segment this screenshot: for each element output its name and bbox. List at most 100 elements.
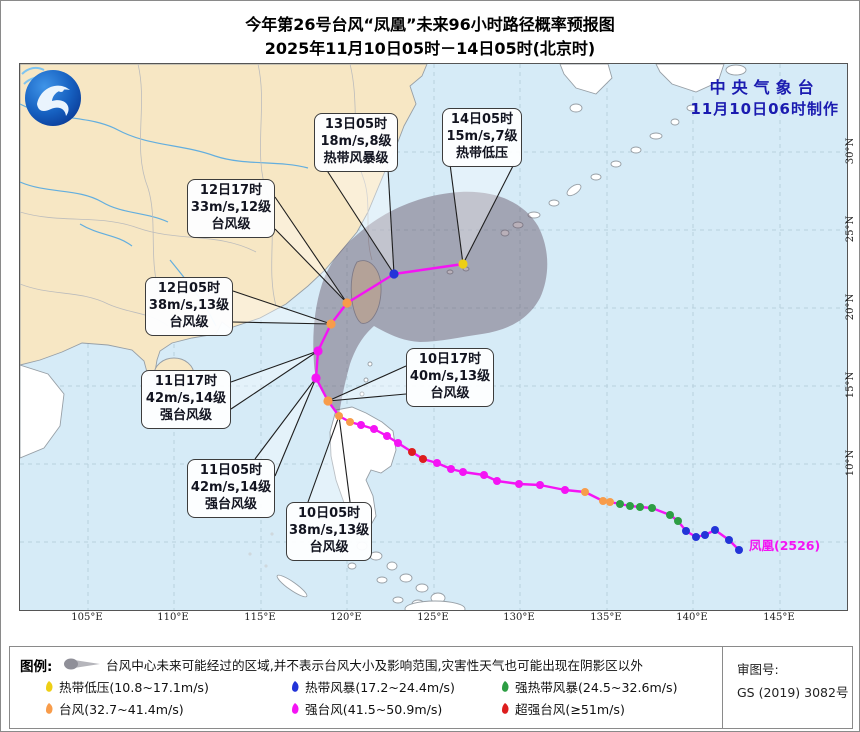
legend-item: 强台风(41.5~50.9m/s) bbox=[290, 699, 442, 718]
track-point bbox=[493, 477, 501, 485]
jeju bbox=[569, 103, 583, 113]
track-point bbox=[459, 468, 467, 476]
track-point bbox=[725, 536, 733, 544]
legend-box: 图例: 台风中心未来可能经过的区域,并不表示台风大小及影响范围,灾害性天气也可能… bbox=[9, 646, 853, 729]
license-label: 审图号: bbox=[737, 662, 779, 677]
typhoon-symbol-icon bbox=[46, 703, 53, 714]
lon-axis-label: 135°E bbox=[590, 612, 622, 623]
callout-pointers bbox=[230, 163, 515, 503]
track-point bbox=[433, 459, 441, 467]
legend-title: 图例: bbox=[20, 659, 53, 675]
track-point bbox=[335, 412, 343, 420]
track-point bbox=[606, 498, 614, 506]
forecast-point bbox=[458, 259, 468, 269]
ryukyu-islands bbox=[359, 104, 698, 397]
lon-axis-label: 105°E bbox=[71, 612, 103, 623]
legend-item: 超强台风(≥51m/s) bbox=[500, 699, 625, 718]
lat-axis-label: 25°N bbox=[845, 215, 856, 243]
track-point bbox=[357, 421, 365, 429]
forecast-callout: 11日17时 42m/s,14级 强台风级 bbox=[141, 370, 231, 429]
track-point bbox=[419, 455, 427, 463]
track-point bbox=[408, 448, 416, 456]
track-point bbox=[666, 511, 674, 519]
track-point bbox=[711, 526, 719, 534]
lon-axis-label: 130°E bbox=[503, 612, 535, 623]
forecast-point bbox=[342, 298, 352, 308]
forecast-point bbox=[323, 396, 333, 406]
track-point bbox=[735, 546, 743, 554]
legend-item-label: 强热带风暴(24.5~32.6m/s) bbox=[515, 680, 678, 695]
track-point bbox=[346, 418, 354, 426]
philippine-islands bbox=[276, 541, 466, 610]
legend-item-label: 强台风(41.5~50.9m/s) bbox=[305, 702, 443, 717]
track-point bbox=[447, 465, 455, 473]
map-canvas bbox=[20, 64, 847, 610]
lon-axis-label: 145°E bbox=[763, 612, 795, 623]
lon-axis-label: 120°E bbox=[330, 612, 362, 623]
legend-item-label: 超强台风(≥51m/s) bbox=[515, 702, 625, 717]
forecast-point bbox=[326, 319, 336, 329]
map-license: 审图号: GS (2019) 3082号 bbox=[722, 647, 853, 728]
lat-axis-label: 15°N bbox=[845, 371, 856, 399]
forecast-point bbox=[389, 269, 399, 279]
track-point bbox=[682, 527, 690, 535]
track-point bbox=[626, 502, 634, 510]
page-subtitle: 2025年11月10日05时－14日05时(北京时) bbox=[264, 39, 596, 58]
license-number: GS (2019) 3082号 bbox=[737, 684, 849, 700]
agency-credit: 中央气象台 11月10日06时制作 bbox=[690, 74, 839, 119]
legend-item: 热带风暴(17.2~24.4m/s) bbox=[290, 677, 455, 696]
track-point bbox=[692, 533, 700, 541]
forecast-callout: 10日05时 38m/s,13级 台风级 bbox=[286, 502, 373, 561]
track-point bbox=[536, 481, 544, 489]
lat-axis-label: 20°N bbox=[845, 293, 856, 321]
forecast-cone bbox=[313, 191, 548, 416]
forecast-callout: 12日05时 38m/s,13级 台风级 bbox=[145, 277, 233, 336]
lon-axis-label: 125°E bbox=[417, 612, 449, 623]
legend-item: 台风(32.7~41.4m/s) bbox=[44, 699, 184, 718]
typhoon-symbol-icon bbox=[292, 681, 299, 692]
track-point bbox=[394, 439, 402, 447]
agency-name: 中央气象台 bbox=[709, 78, 820, 97]
lon-axis-label: 140°E bbox=[676, 612, 708, 623]
track-point bbox=[561, 486, 569, 494]
track-point bbox=[616, 500, 624, 508]
cone-legend-text: 台风中心未来可能经过的区域,并不表示台风大小及影响范围,灾害性天气也可能出现在阴… bbox=[106, 658, 643, 673]
track-point bbox=[370, 425, 378, 433]
cma-logo-icon bbox=[21, 66, 81, 126]
cone-legend-icon bbox=[64, 658, 100, 670]
korea bbox=[559, 64, 613, 95]
lon-axis-label: 110°E bbox=[157, 612, 189, 623]
typhoon-symbol-icon bbox=[502, 681, 509, 692]
track-point bbox=[480, 471, 488, 479]
legend-item: 热带低压(10.8~17.1m/s) bbox=[44, 677, 209, 696]
track-point bbox=[636, 503, 644, 511]
track-point bbox=[674, 517, 682, 525]
forecast-map: 中央气象台 11月10日06时制作 凤凰(2526) 10日05时 38m/s,1… bbox=[19, 63, 848, 611]
lat-axis-label: 10°N bbox=[845, 449, 856, 477]
track-point bbox=[383, 432, 391, 440]
legend-item-label: 台风(32.7~41.4m/s) bbox=[59, 702, 184, 717]
kyushu bbox=[655, 64, 725, 93]
forecast-point bbox=[311, 373, 321, 383]
forecast-callout: 14日05时 15m/s,7级 热带低压 bbox=[442, 108, 522, 167]
typhoon-symbol-icon bbox=[502, 703, 509, 714]
typhoon-track bbox=[311, 259, 743, 554]
track-point bbox=[515, 480, 523, 488]
forecast-callout: 11日05时 42m/s,14级 强台风级 bbox=[187, 459, 275, 518]
forecast-point bbox=[313, 346, 323, 356]
page-title: 今年第26号台风“凤凰”未来96小时路径概率预报图 bbox=[245, 15, 615, 34]
forecast-callout: 12日17时 33m/s,12级 台风级 bbox=[187, 179, 275, 238]
forecast-callout: 13日05时 18m/s,8级 热带风暴级 bbox=[314, 113, 398, 172]
lon-axis-label: 115°E bbox=[244, 612, 276, 623]
track-point bbox=[701, 531, 709, 539]
track-point bbox=[581, 488, 589, 496]
legend-item-label: 热带低压(10.8~17.1m/s) bbox=[59, 680, 209, 695]
legend-item: 强热带风暴(24.5~32.6m/s) bbox=[500, 677, 678, 696]
track-point bbox=[648, 504, 656, 512]
storm-name-label: 凤凰(2526) bbox=[749, 538, 821, 553]
lat-axis-label: 30°N bbox=[845, 137, 856, 165]
typhoon-symbol-icon bbox=[292, 703, 299, 714]
legend-item-label: 热带风暴(17.2~24.4m/s) bbox=[305, 680, 455, 695]
track-point bbox=[599, 497, 607, 505]
